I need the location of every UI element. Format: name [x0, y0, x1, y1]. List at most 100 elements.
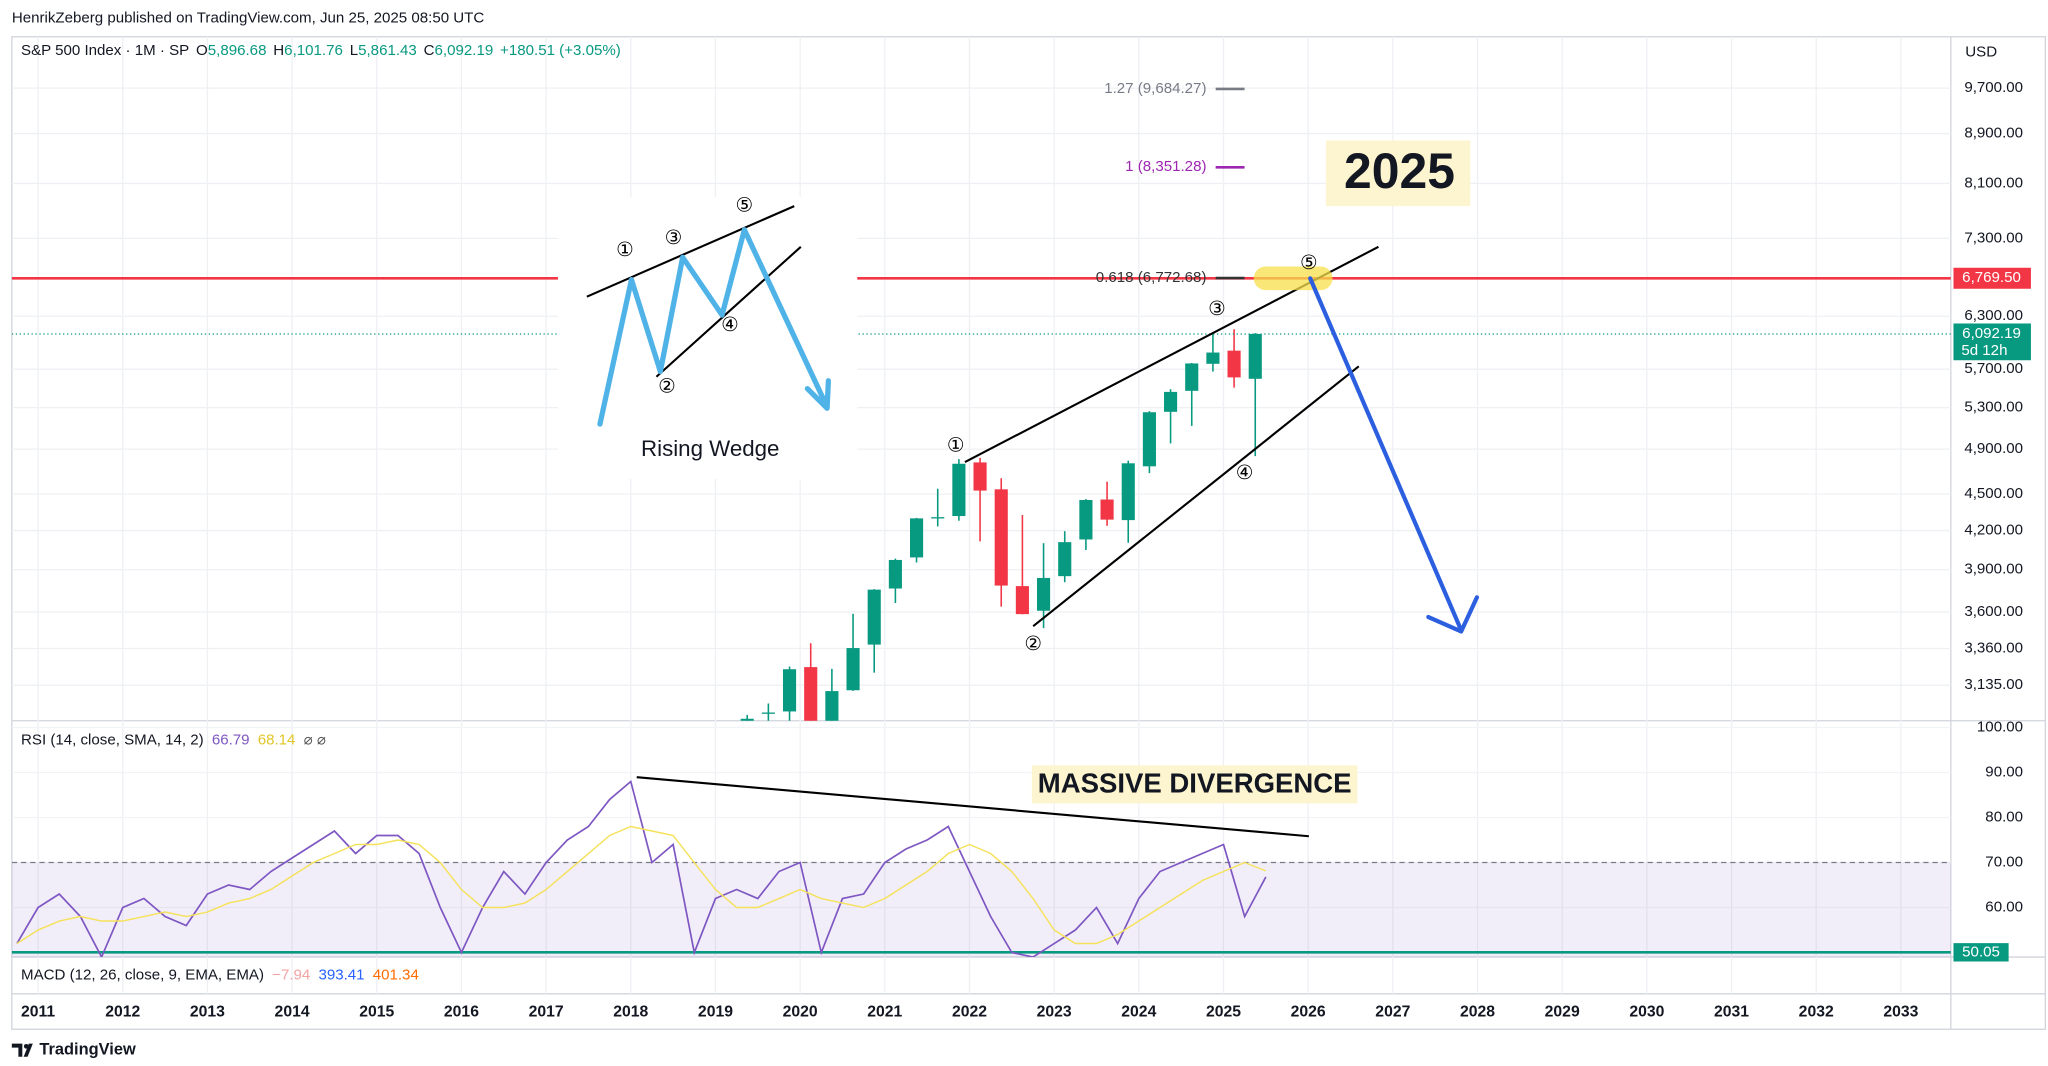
inset-lower-line: [655, 246, 802, 378]
ohlc-value: 6,101.76: [284, 42, 343, 59]
candle-body: [1100, 499, 1114, 520]
y-tick-label: 9,700.00: [1964, 79, 2023, 96]
x-tick-label: 2031: [1714, 1003, 1749, 1020]
candle-body: [782, 669, 797, 712]
macd-legend: MACD (12, 26, close, 9, EMA, EMA) −7.94 …: [21, 966, 419, 983]
wave-label: ③: [1208, 298, 1226, 320]
x-tick-label: 2028: [1460, 1003, 1495, 1020]
frame: [11, 36, 2047, 1030]
grid: [11, 36, 1951, 994]
divergence-text: MASSIVE DIVERGENCE: [1038, 767, 1352, 798]
ohlc-label: O: [196, 42, 208, 59]
symbol: S&P 500 Index · 1M · SP: [21, 42, 189, 59]
candle-body: [888, 559, 902, 589]
y-tick-label: 6,300.00: [1964, 307, 2023, 324]
candle-body: [909, 518, 924, 558]
candle-body: [1079, 500, 1093, 540]
marks: [11, 276, 1951, 958]
x-tick-label: 2019: [698, 1003, 733, 1020]
y-tick-label: 3,360.00: [1964, 640, 2023, 657]
candle-body: [740, 718, 754, 721]
rsi-title: RSI (14, close, SMA, 14, 2): [21, 731, 204, 748]
y-tick-label: 90.00: [1985, 763, 2023, 780]
rsi-series-line: [16, 779, 1267, 958]
candle-body: [1248, 334, 1262, 379]
y-tick-label: 4,500.00: [1964, 485, 2023, 502]
x-tick-label: 2022: [952, 1003, 987, 1020]
wave-label: ②: [1024, 633, 1042, 655]
sma-value: 68.14: [258, 731, 296, 748]
x-tick-label: 2011: [21, 1003, 55, 1020]
candle-body: [931, 517, 945, 519]
x-tick-label: 2012: [105, 1003, 140, 1020]
candle-body: [804, 667, 818, 721]
inset-wave-label: ③: [665, 227, 683, 249]
divergence-box: [1031, 765, 1358, 804]
fib-label: 1.27 (9,684.27): [1104, 80, 1206, 97]
x-tick-label: 2021: [867, 1003, 902, 1020]
y-tick-label: 70.00: [1985, 853, 2023, 870]
candle-body: [952, 463, 966, 517]
projection-arrow: [1308, 276, 1480, 634]
labels: 2011 2012 2013 2014 2015 2016 2017 2018 2019 2020…: [21, 79, 2031, 1020]
candle-body: [1121, 463, 1135, 521]
candle-body: [1015, 586, 1029, 615]
x-tick-label: 2023: [1037, 1003, 1072, 1020]
x-tick-label: 2024: [1121, 1003, 1156, 1020]
candle-body: [867, 589, 881, 645]
candle-body: [1037, 577, 1051, 611]
ohlc-label: C: [424, 42, 435, 59]
price-pane: [11, 276, 1951, 721]
y-tick-label: 4,200.00: [1964, 522, 2023, 539]
rsi-baseline-box: [1953, 943, 2009, 962]
ohlc-value: 5,861.43: [358, 42, 417, 59]
y-tick-label: 100.00: [1977, 718, 2023, 735]
rsi-band: [11, 862, 1951, 958]
inset-title: Rising Wedge: [641, 436, 779, 461]
y-tick-label: 7,300.00: [1964, 229, 2023, 246]
level-box: [1953, 267, 2031, 289]
x-tick-label: 2029: [1545, 1003, 1580, 1020]
y-tick-label: 5,300.00: [1964, 399, 2023, 416]
divergence-line: [636, 776, 1309, 838]
inset-upper-line: [586, 205, 795, 298]
level-label: 6,092.19: [1962, 325, 2021, 342]
candle-body: [1185, 363, 1199, 391]
candle-body: [1164, 391, 1178, 412]
footer-logo: TradingView: [11, 1041, 136, 1059]
ohlc-label: L: [350, 42, 358, 59]
inset-wave-label: ④: [721, 314, 739, 336]
null-marks: ⌀ ⌀: [304, 731, 326, 748]
x-tick-label: 2033: [1883, 1003, 1918, 1020]
year-box-text: 2025: [1344, 143, 1455, 199]
level-label: 6,769.50: [1962, 269, 2021, 286]
inset-wave: [597, 227, 832, 427]
inset-wave-label: ①: [616, 239, 634, 261]
candle-body: [973, 462, 987, 491]
macd-histogram: −7.94: [272, 966, 310, 983]
wave-label: ⑤: [1300, 252, 1318, 274]
x-tick-label: 2030: [1629, 1003, 1664, 1020]
x-tick-label: 2014: [275, 1003, 310, 1020]
y-tick-label: 3,900.00: [1964, 561, 2023, 578]
ohlc-value: 6,092.19: [435, 42, 494, 59]
y-tick-label: 8,100.00: [1964, 174, 2023, 191]
fib-label: 0.618 (6,772.68): [1096, 269, 1207, 286]
rsi-value: 66.79: [212, 731, 250, 748]
highlight: [1253, 266, 1333, 291]
x-tick-label: 2015: [359, 1003, 394, 1020]
y-tick-label: 60.00: [1985, 899, 2023, 916]
logo-dot: [23, 1043, 29, 1049]
year-box: [1325, 140, 1471, 207]
candle-body: [1227, 350, 1241, 378]
rsi-pane: [11, 779, 1951, 958]
wave-label: ①: [947, 435, 965, 457]
inset-wave-label: ②: [658, 375, 676, 397]
x-tick-label: 2032: [1799, 1003, 1834, 1020]
ohlc-value: 5,896.68: [208, 42, 267, 59]
y-tick-label: 5,700.00: [1964, 360, 2023, 377]
candle-body: [1058, 542, 1072, 577]
candle-body: [846, 648, 860, 691]
y-tick-label: 4,900.00: [1964, 440, 2023, 457]
